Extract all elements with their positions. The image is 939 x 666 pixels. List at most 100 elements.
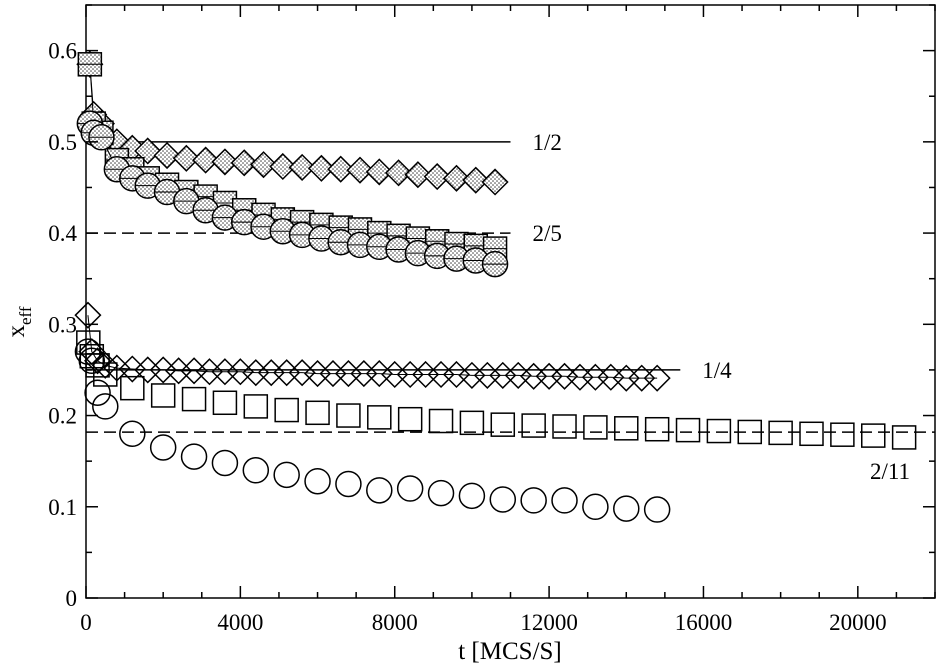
diamond-marker <box>535 362 563 390</box>
square-marker <box>336 403 361 428</box>
square-marker <box>614 416 639 441</box>
square-marker <box>552 414 577 439</box>
diamond-marker <box>412 360 440 389</box>
diamond-marker <box>303 360 332 388</box>
diamond-marker <box>385 159 413 187</box>
square-marker <box>367 405 392 430</box>
y-tick-label: 0.3 <box>48 312 77 337</box>
circle-marker <box>211 449 239 477</box>
diamond-marker <box>473 361 501 389</box>
diamond-marker <box>566 363 594 391</box>
square-marker <box>85 353 110 378</box>
circle-marker <box>520 487 547 514</box>
circle-marker <box>458 482 486 510</box>
diamond-marker <box>381 360 409 389</box>
reference-line-label: 2/5 <box>533 221 562 246</box>
y-tick-label: 0.4 <box>48 221 77 246</box>
square-marker <box>799 421 824 447</box>
square-marker <box>861 423 886 448</box>
square-marker <box>583 415 608 440</box>
square-marker <box>428 408 454 434</box>
diamond-marker <box>153 141 181 170</box>
diamond-marker <box>249 151 278 179</box>
series-4 <box>76 330 917 450</box>
square-marker <box>243 394 269 419</box>
diamond-marker <box>319 360 347 388</box>
diamond-marker <box>192 146 220 174</box>
diamond-marker <box>257 359 285 387</box>
reference-lines: 1/2 2/5 1/4 2/11 <box>86 130 935 484</box>
diamond-marker <box>628 364 656 392</box>
x-tick-label: 20000 <box>829 610 887 635</box>
square-marker <box>521 413 546 438</box>
circle-marker <box>84 379 111 406</box>
series-3 <box>74 301 671 392</box>
x-axis-label: t [MCS/S] <box>458 638 562 665</box>
diamond-marker <box>581 363 609 391</box>
diamond-marker <box>350 360 378 388</box>
reference-line-label: 1/2 <box>533 130 562 155</box>
series-5 <box>74 338 671 523</box>
diamond-marker <box>273 359 301 387</box>
square-marker <box>120 375 145 401</box>
diamond-marker <box>462 166 490 194</box>
square-marker <box>93 362 118 387</box>
diamond-marker <box>230 149 258 177</box>
diamond-marker <box>346 156 374 184</box>
circle-marker <box>366 477 393 504</box>
diamond-marker <box>643 364 671 392</box>
series-2 <box>76 110 509 278</box>
y-axis-label-sub: eff <box>16 306 35 325</box>
square-marker <box>150 383 176 408</box>
reference-line-label: 1/4 <box>702 358 732 383</box>
diamond-marker <box>427 360 455 389</box>
square-marker <box>397 406 423 432</box>
diamond-marker <box>404 161 432 189</box>
square-marker <box>644 416 670 442</box>
series-line <box>87 315 658 379</box>
circle-marker <box>613 495 640 522</box>
diamond-marker <box>211 148 239 176</box>
diamond-marker <box>612 364 640 392</box>
square-marker <box>737 419 763 445</box>
diamond-marker <box>396 360 424 389</box>
diamond-marker <box>481 168 509 196</box>
circle-marker <box>242 457 270 484</box>
square-marker <box>305 400 330 426</box>
square-marker <box>181 386 207 412</box>
square-marker <box>768 420 793 446</box>
circle-marker <box>427 479 455 507</box>
circle-marker <box>582 493 609 521</box>
diamond-marker <box>195 358 224 386</box>
circle-marker <box>119 420 146 448</box>
square-marker <box>459 410 485 436</box>
circle-marker <box>149 434 177 461</box>
x-tick-label: 12000 <box>520 610 578 635</box>
diamond-marker <box>307 154 335 182</box>
circle-marker <box>92 393 119 420</box>
circle-marker <box>180 443 208 470</box>
x-tick-label: 16000 <box>675 610 733 635</box>
circle-marker <box>78 347 106 375</box>
circle-marker <box>551 487 578 514</box>
diamond-marker <box>442 164 471 192</box>
diamond-marker <box>458 361 486 389</box>
square-marker <box>490 412 516 437</box>
square-marker <box>212 390 238 416</box>
diamond-marker <box>172 144 200 172</box>
diamond-marker <box>165 357 193 385</box>
circle-marker <box>489 486 517 513</box>
diamond-marker <box>74 301 102 329</box>
diamond-marker <box>365 158 393 186</box>
x-tick-label: 4000 <box>217 610 263 635</box>
x-tick-label: 8000 <box>372 610 418 635</box>
circle-marker <box>304 467 331 495</box>
y-tick-label: 0.2 <box>48 404 77 429</box>
y-tick-label: 0.1 <box>48 495 77 520</box>
diamond-marker <box>520 362 548 390</box>
circle-marker <box>273 461 300 489</box>
diamond-marker <box>489 361 517 389</box>
diamond-marker <box>423 162 451 191</box>
square-marker <box>891 425 917 450</box>
